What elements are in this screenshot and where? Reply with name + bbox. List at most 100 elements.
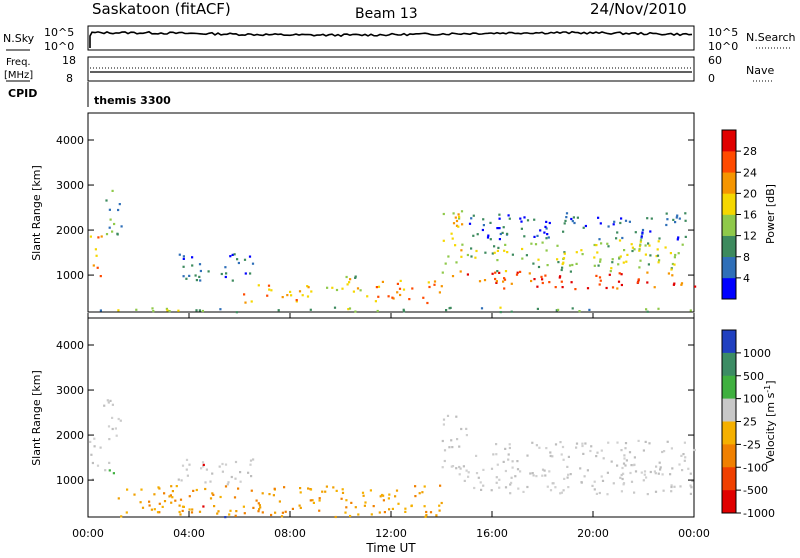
velocity-cell <box>227 481 230 484</box>
power-cell <box>622 261 625 264</box>
velocity-cell <box>442 423 445 426</box>
velocity-cell <box>140 488 143 491</box>
velocity-cell <box>459 467 462 470</box>
nsky-tick-bottom: 10^0 <box>44 40 74 53</box>
velocity-cell <box>216 512 219 515</box>
x-tick-label: 08:00 <box>274 527 306 540</box>
power-cell <box>637 280 640 284</box>
power-cell <box>504 243 507 246</box>
velocity-cell <box>514 475 517 478</box>
power-cell <box>99 309 102 312</box>
power-cell <box>646 271 649 274</box>
power-cell <box>576 216 579 219</box>
power-cell <box>548 281 551 284</box>
power-cell <box>640 235 643 238</box>
power-cell <box>460 249 463 252</box>
power-cell <box>250 300 253 303</box>
power-cell <box>349 278 352 281</box>
power-cell <box>618 239 622 242</box>
velocity-colorbar-label: Velocity [m s-1] <box>763 380 778 463</box>
power-cell <box>520 227 523 230</box>
velocity-cell <box>258 508 261 511</box>
power-cell <box>286 294 289 297</box>
power-cell <box>165 307 168 310</box>
power-cell <box>113 222 116 226</box>
power-cell <box>376 309 379 313</box>
power-cell <box>438 291 441 294</box>
velocity-cell <box>541 468 545 471</box>
velocity-cell <box>258 504 261 507</box>
power-cell <box>96 266 99 269</box>
power-cell <box>528 272 531 275</box>
power-cell <box>267 284 271 287</box>
power-cell <box>466 273 469 276</box>
velocity-cell <box>281 511 284 514</box>
velocity-cell <box>394 495 397 498</box>
velocity-cell <box>511 466 514 469</box>
power-cell <box>484 251 487 254</box>
power-cell <box>433 280 437 283</box>
power-cell <box>243 258 247 261</box>
power-cell <box>457 213 460 216</box>
power-cell <box>480 307 484 310</box>
power-cell <box>545 249 548 252</box>
velocity-cell <box>126 488 129 491</box>
velocity-cell <box>607 441 610 444</box>
power-cell <box>442 239 445 242</box>
power-cell <box>341 287 344 290</box>
velocity-panel: 1000 2000 3000 4000 00:00 04:00 08:00 12:00 16:… <box>30 313 710 555</box>
power-cell <box>237 261 240 265</box>
power-cell <box>496 270 499 273</box>
power-cell <box>391 296 394 299</box>
power-cell <box>503 278 507 281</box>
velocity-cell <box>643 473 646 476</box>
power-cell <box>561 286 564 289</box>
power-cell <box>483 279 487 282</box>
power-cell <box>289 290 292 293</box>
cpid-program: themis 3300 <box>94 94 171 107</box>
velocity-cell <box>284 510 287 513</box>
velocity-cell <box>340 497 343 500</box>
velocity-ylabel: Slant Range [km] <box>30 370 43 466</box>
velocity-cell <box>111 427 114 431</box>
velocity-cell <box>332 486 335 489</box>
velocity-cell <box>455 415 458 418</box>
power-cell <box>673 256 676 259</box>
x-tick-label: 00:00 <box>72 527 104 540</box>
velocity-cell <box>299 506 302 509</box>
velocity-cell <box>458 465 461 469</box>
power-cell <box>570 217 573 221</box>
power-cell <box>478 280 482 283</box>
power-cell <box>449 306 452 309</box>
velocity-cell <box>504 469 507 473</box>
power-cell <box>598 276 602 279</box>
power-cell <box>599 258 602 261</box>
velocity-cell <box>369 489 372 492</box>
power-cell <box>508 217 511 220</box>
date-title: 24/Nov/2010 <box>590 0 687 18</box>
power-cell <box>493 251 496 254</box>
velocity-cell <box>551 455 554 458</box>
velocity-cell <box>559 441 562 444</box>
velocity-cell <box>645 476 648 479</box>
velocity-cell <box>345 506 348 509</box>
velocity-cell <box>582 452 585 455</box>
power-cell <box>571 307 574 310</box>
velocity-cell <box>526 485 529 489</box>
power-cell <box>572 216 575 219</box>
power-cell <box>545 220 548 223</box>
velocity-cell <box>640 471 643 474</box>
power-cell <box>118 203 121 206</box>
power-cell <box>546 233 549 236</box>
power-cell <box>510 282 513 285</box>
power-cell <box>426 301 429 305</box>
velocity-cell <box>224 516 227 519</box>
colorbar-tick-label: 16 <box>743 209 757 222</box>
velocity-cell <box>495 453 498 456</box>
power-cell <box>460 255 463 258</box>
velocity-cell <box>117 497 120 500</box>
power-cell <box>568 264 572 267</box>
power-cell <box>454 216 457 219</box>
velocity-cell <box>148 504 151 507</box>
